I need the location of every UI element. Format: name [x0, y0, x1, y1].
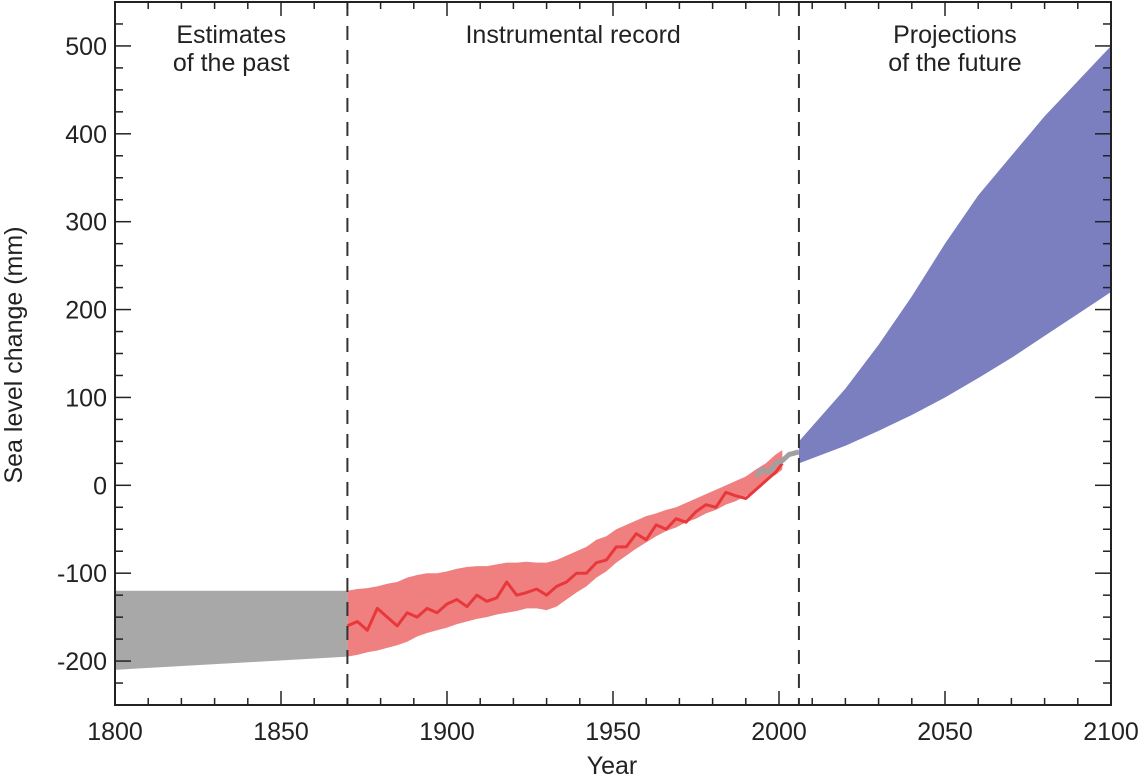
- section-label: Instrumental record: [465, 21, 680, 49]
- y-tick-label: 500: [65, 33, 107, 61]
- y-tick-label: 300: [65, 209, 107, 237]
- x-tick-label: 1900: [419, 718, 475, 746]
- projections-band: [798, 45, 1111, 464]
- y-tick-label: 100: [65, 384, 107, 412]
- x-tick-label: 1950: [585, 718, 641, 746]
- x-tick-label: 1850: [253, 718, 309, 746]
- section-label: of the past: [173, 49, 290, 77]
- satellite-record-line: [753, 449, 800, 479]
- past-estimates-band: [115, 590, 348, 670]
- y-tick-label: -100: [57, 560, 107, 588]
- x-tick-label: 2100: [1083, 718, 1139, 746]
- chart-marks: [115, 45, 1111, 670]
- y-tick-label: -200: [57, 648, 107, 676]
- y-tick-label: 0: [93, 472, 107, 500]
- section-label: Projections: [893, 21, 1017, 49]
- x-tick-label: 2000: [751, 718, 807, 746]
- x-tick-label: 2050: [917, 718, 973, 746]
- instrumental-record-line: [346, 462, 784, 632]
- section-label: Estimates: [176, 21, 286, 49]
- y-tick-label: 200: [65, 297, 107, 325]
- section-label: of the future: [888, 49, 1021, 77]
- instrumental-uncertainty-band: [347, 450, 783, 657]
- y-axis-label: Sea level change (mm): [0, 226, 28, 483]
- chart-axes: 1800 1850 1900 1950 2000 2050 2100 -200 -100 0 100…: [57, 1, 1139, 746]
- x-tick-label: 1800: [87, 718, 143, 746]
- y-tick-label: 400: [65, 121, 107, 149]
- x-axis-label: Year: [587, 752, 638, 777]
